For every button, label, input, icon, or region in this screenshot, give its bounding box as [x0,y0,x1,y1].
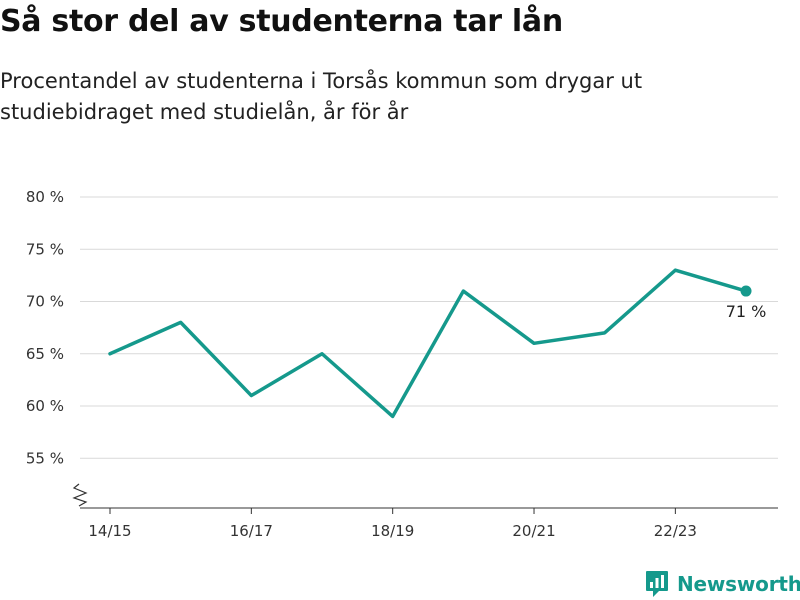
chart-subtitle: Procentandel av studenterna i Torsås kom… [0,69,643,124]
series-line [108,268,748,419]
last-point-marker [740,285,752,297]
x-axis: 14/15 16/17 18/19 20/21 22/23 [72,483,778,540]
y-tick-label: 70 % [26,293,64,311]
y-tick-label: 75 % [26,240,64,258]
brand-name: Newsworthy [677,572,800,596]
x-tick-label: 18/19 [371,522,414,540]
y-tick-label: 55 % [26,449,64,467]
newsworthy-logo-icon [646,571,668,597]
last-point-label: 71 % [726,302,767,321]
x-tick-label: 16/17 [230,522,273,540]
data-labels: 71 % [726,302,767,321]
y-tick-label: 60 % [26,397,64,415]
x-tick-label: 14/15 [88,522,131,540]
series-line-group [108,268,752,419]
gridlines [80,196,778,459]
brand: Newsworthy [645,568,800,600]
y-tick-label: 65 % [26,345,64,363]
y-axis-ticks: 55 % 60 % 65 % 70 % 75 % 80 % [26,188,64,467]
y-tick-label: 80 % [26,188,64,206]
chart-title: Så stor del av studenterna tar lån [0,4,563,39]
x-tick-label: 22/23 [654,522,697,540]
x-tick-label: 20/21 [512,522,555,540]
axis-break-icon [72,483,88,507]
